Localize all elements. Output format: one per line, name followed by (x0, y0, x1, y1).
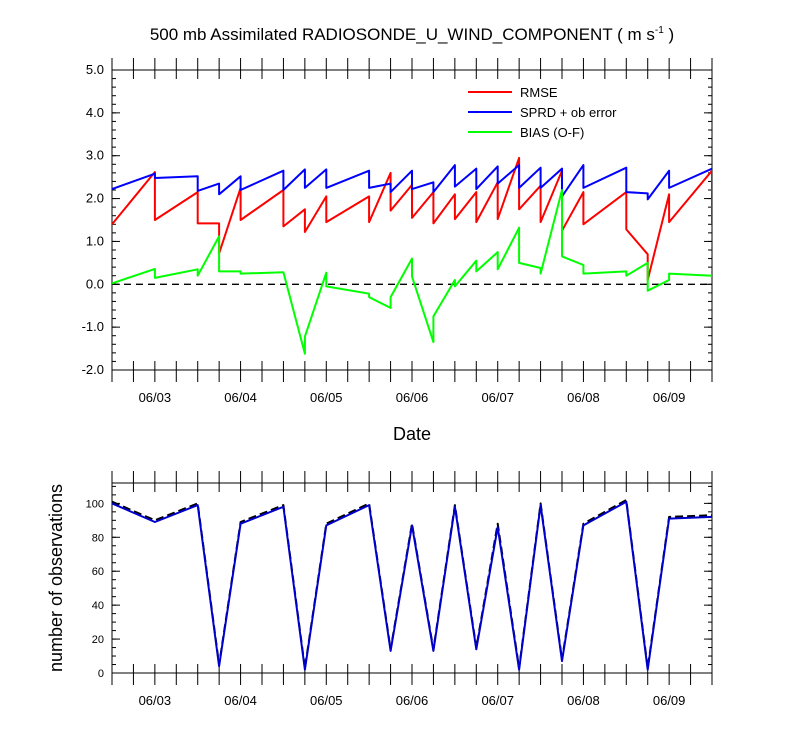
top-chart-panel: -2.0 -1.0 0.0 1.0 2.0 3.0 4.0 5.0 06/03 06/04 06/0… (82, 58, 713, 405)
bottom-chart-panel: 0 20 40 60 80 100 06/03 06/04 06/05 06/06 06/07 06/… (86, 471, 713, 708)
top-x-tick-label: 06/06 (396, 390, 429, 405)
legend-entry-1: SPRD + ob error (520, 105, 617, 120)
series-line-top-2 (112, 189, 712, 355)
chart-title: 500 mb Assimilated RADIOSONDE_U_WIND_COM… (150, 25, 674, 44)
legend-entry-2: BIAS (O-F) (520, 125, 584, 140)
top-x-tick-label: 06/08 (567, 390, 600, 405)
bottom-x-tick-label: 06/05 (310, 693, 343, 708)
bottom-y-tick-label: 0 (98, 668, 104, 680)
top-plot-frame (111, 69, 713, 371)
top-x-tick-label: 06/05 (310, 390, 343, 405)
top-y-tick-label: -1.0 (82, 319, 104, 334)
top-y-tick-label: 3.0 (86, 148, 104, 163)
bottom-x-tick-label: 06/03 (139, 693, 172, 708)
bottom-series-group (112, 499, 712, 671)
bottom-y-tick-label: 100 (86, 498, 104, 510)
bottom-plot-frame (111, 482, 713, 674)
legend-entry-0: RMSE (520, 85, 558, 100)
bottom-x-tick-label: 06/07 (481, 693, 514, 708)
top-y-tick-label: -2.0 (82, 362, 104, 377)
series-line-top-0 (112, 156, 712, 281)
chart-title-main: 500 mb Assimilated RADIOSONDE_U_WIND_COM… (150, 25, 655, 44)
top-series-group (112, 156, 712, 355)
series-line-bottom-1 (112, 500, 712, 671)
bottom-y-tick-label: 80 (92, 532, 104, 544)
y-axis-title-observations: number of observations (46, 484, 66, 672)
bottom-x-tick-label: 06/08 (567, 693, 600, 708)
top-y-tick-label: 4.0 (86, 105, 104, 120)
chart-title-end: ) (664, 25, 674, 44)
top-y-tick-label: 1.0 (86, 233, 104, 248)
top-y-tick-label: 0.0 (86, 276, 104, 291)
bottom-y-tick-label: 60 (92, 566, 104, 578)
bottom-y-tick-label: 20 (92, 634, 104, 646)
bottom-y-tick-label: 40 (92, 600, 104, 612)
top-x-tick-label: 06/09 (653, 390, 686, 405)
series-line-top-1 (112, 164, 712, 201)
bottom-x-tick-label: 06/06 (396, 693, 429, 708)
chart-title-superscript: -1 (655, 25, 664, 36)
x-axis-title: Date (393, 424, 431, 444)
top-x-tick-label: 06/04 (224, 390, 257, 405)
top-y-tick-label: 2.0 (86, 191, 104, 206)
top-x-tick-label: 06/07 (481, 390, 514, 405)
top-x-tick-label: 06/03 (139, 390, 172, 405)
bottom-x-tick-label: 06/09 (653, 693, 686, 708)
bottom-x-tick-label: 06/04 (224, 693, 257, 708)
top-y-tick-label: 5.0 (86, 62, 104, 77)
